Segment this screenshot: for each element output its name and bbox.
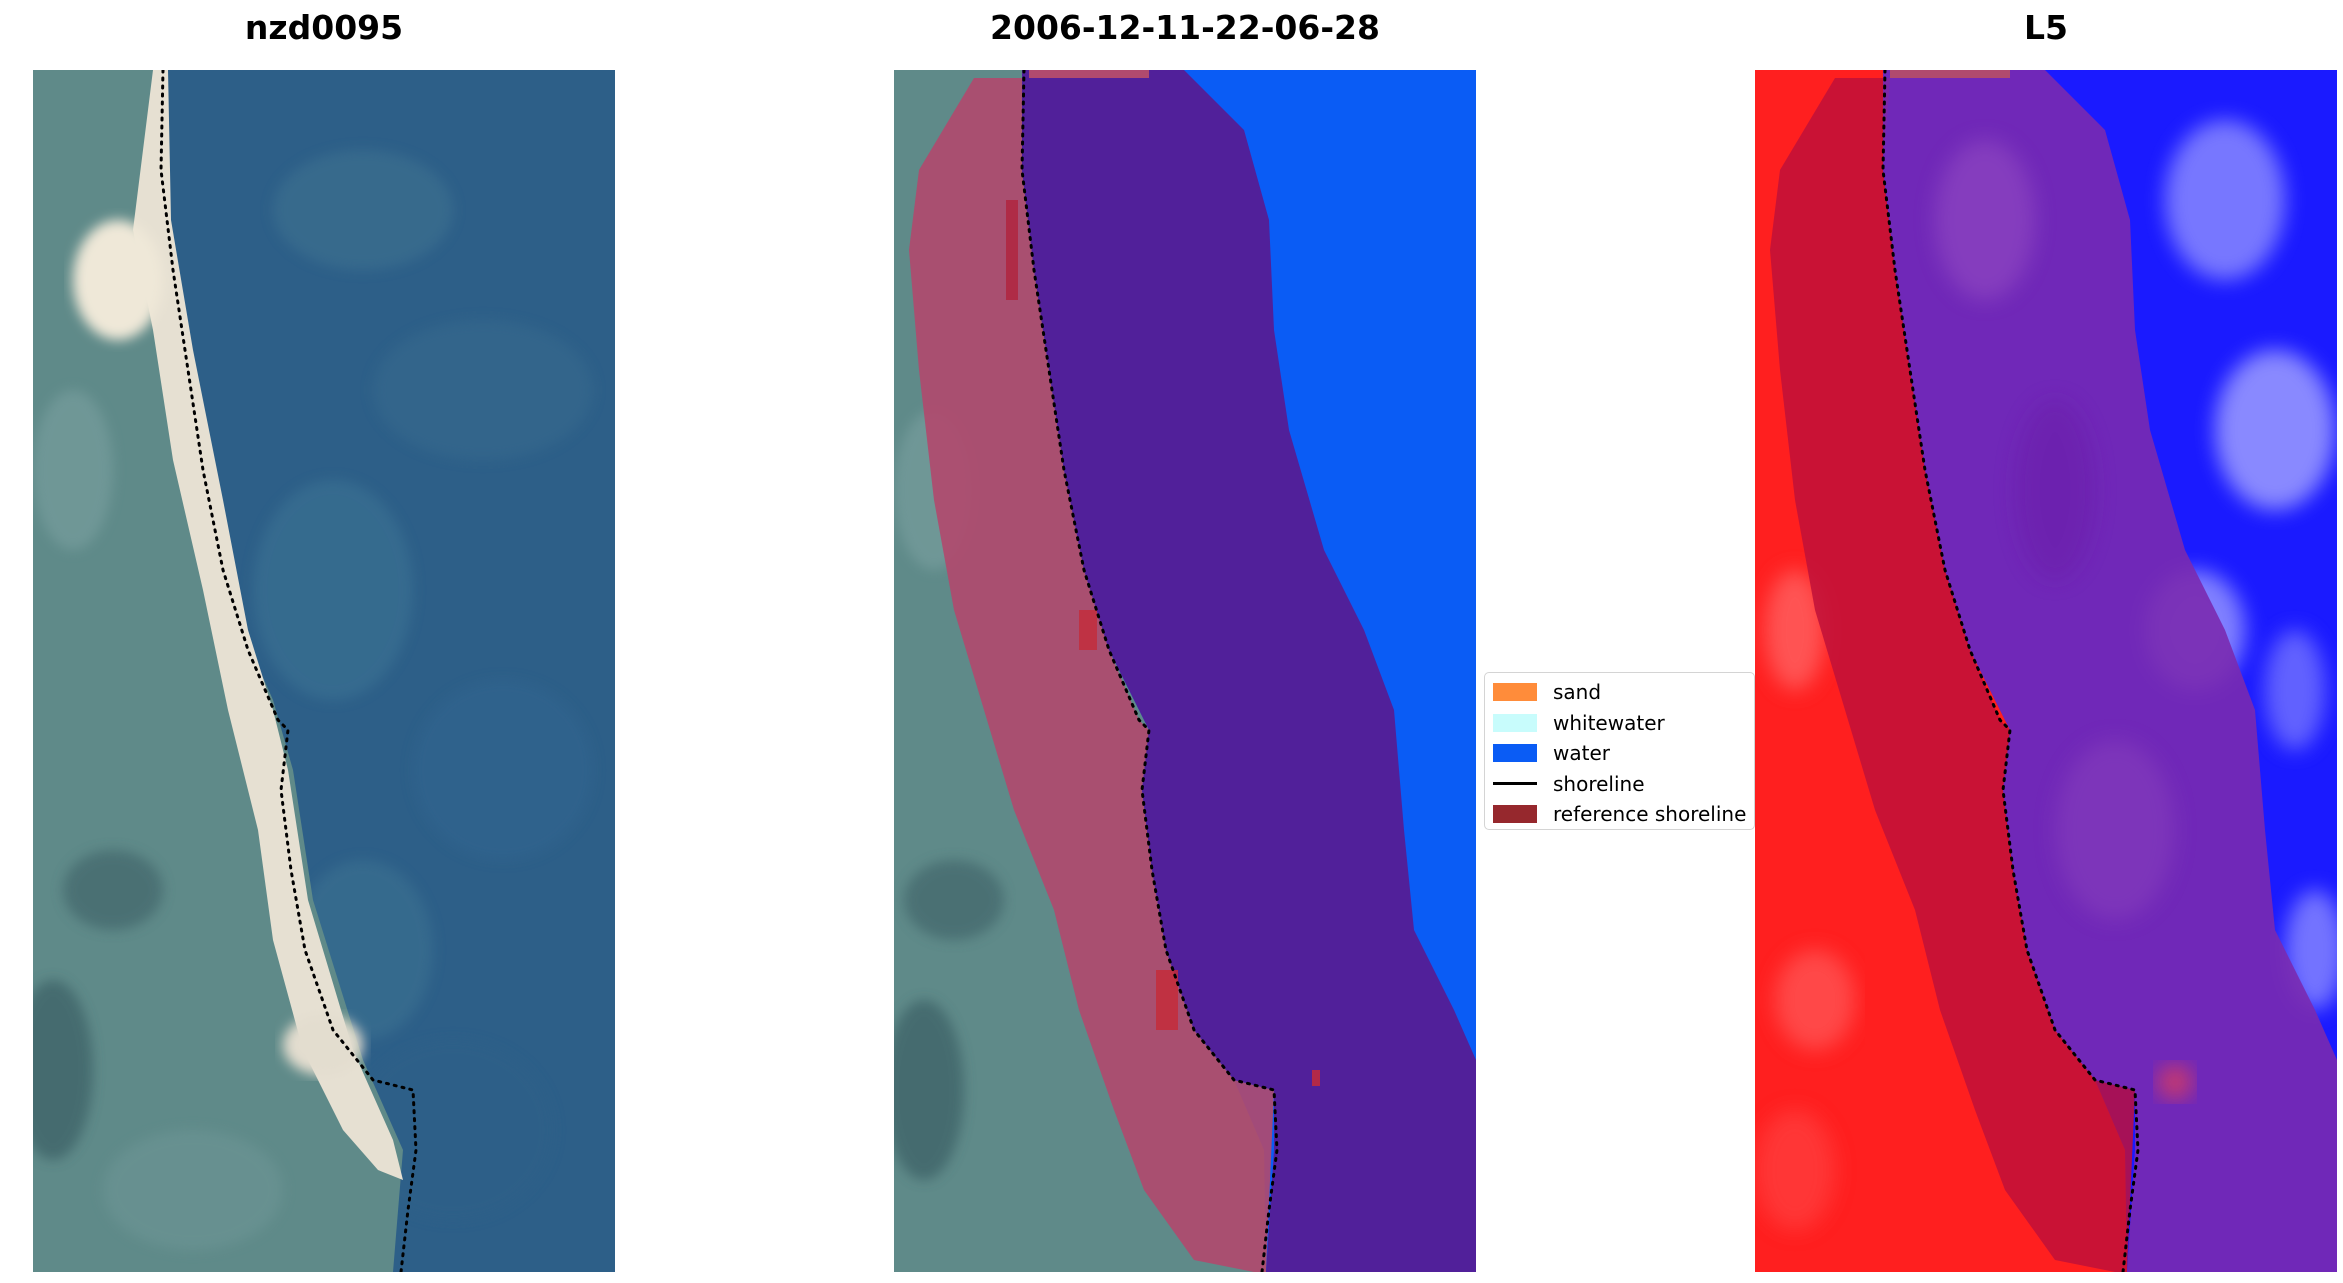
- legend-item-whitewater: whitewater: [1493, 708, 1754, 739]
- panel-title-index: L5: [2024, 8, 2068, 47]
- rgb-image-panel: [33, 70, 615, 1272]
- index-panel: [1755, 70, 2337, 1272]
- legend-swatch-water: [1493, 744, 1537, 763]
- legend-label: reference shoreline: [1553, 802, 1747, 827]
- classification-panel: [894, 70, 1476, 1272]
- classification-image: [894, 70, 1476, 1272]
- legend: sand whitewater water shoreline referenc…: [1484, 672, 1755, 830]
- legend-label: sand: [1553, 680, 1602, 705]
- legend-swatch-sand: [1493, 683, 1537, 702]
- legend-label: shoreline: [1553, 771, 1645, 796]
- legend-label: water: [1553, 741, 1610, 766]
- legend-item-shoreline: shoreline: [1493, 769, 1754, 800]
- panel-title-classification: 2006-12-11-22-06-28: [990, 8, 1380, 47]
- index-image: [1755, 70, 2337, 1272]
- legend-item-reference-shoreline: reference shoreline: [1493, 799, 1754, 830]
- panel-title-rgb: nzd0095: [244, 8, 404, 47]
- rgb-image: [33, 70, 615, 1272]
- legend-item-sand: sand: [1493, 677, 1754, 708]
- legend-swatch-reference-shoreline: [1493, 805, 1537, 824]
- legend-item-water: water: [1493, 738, 1754, 769]
- legend-line-shoreline: [1493, 782, 1537, 786]
- legend-swatch-whitewater: [1493, 713, 1537, 732]
- legend-label: whitewater: [1553, 710, 1665, 735]
